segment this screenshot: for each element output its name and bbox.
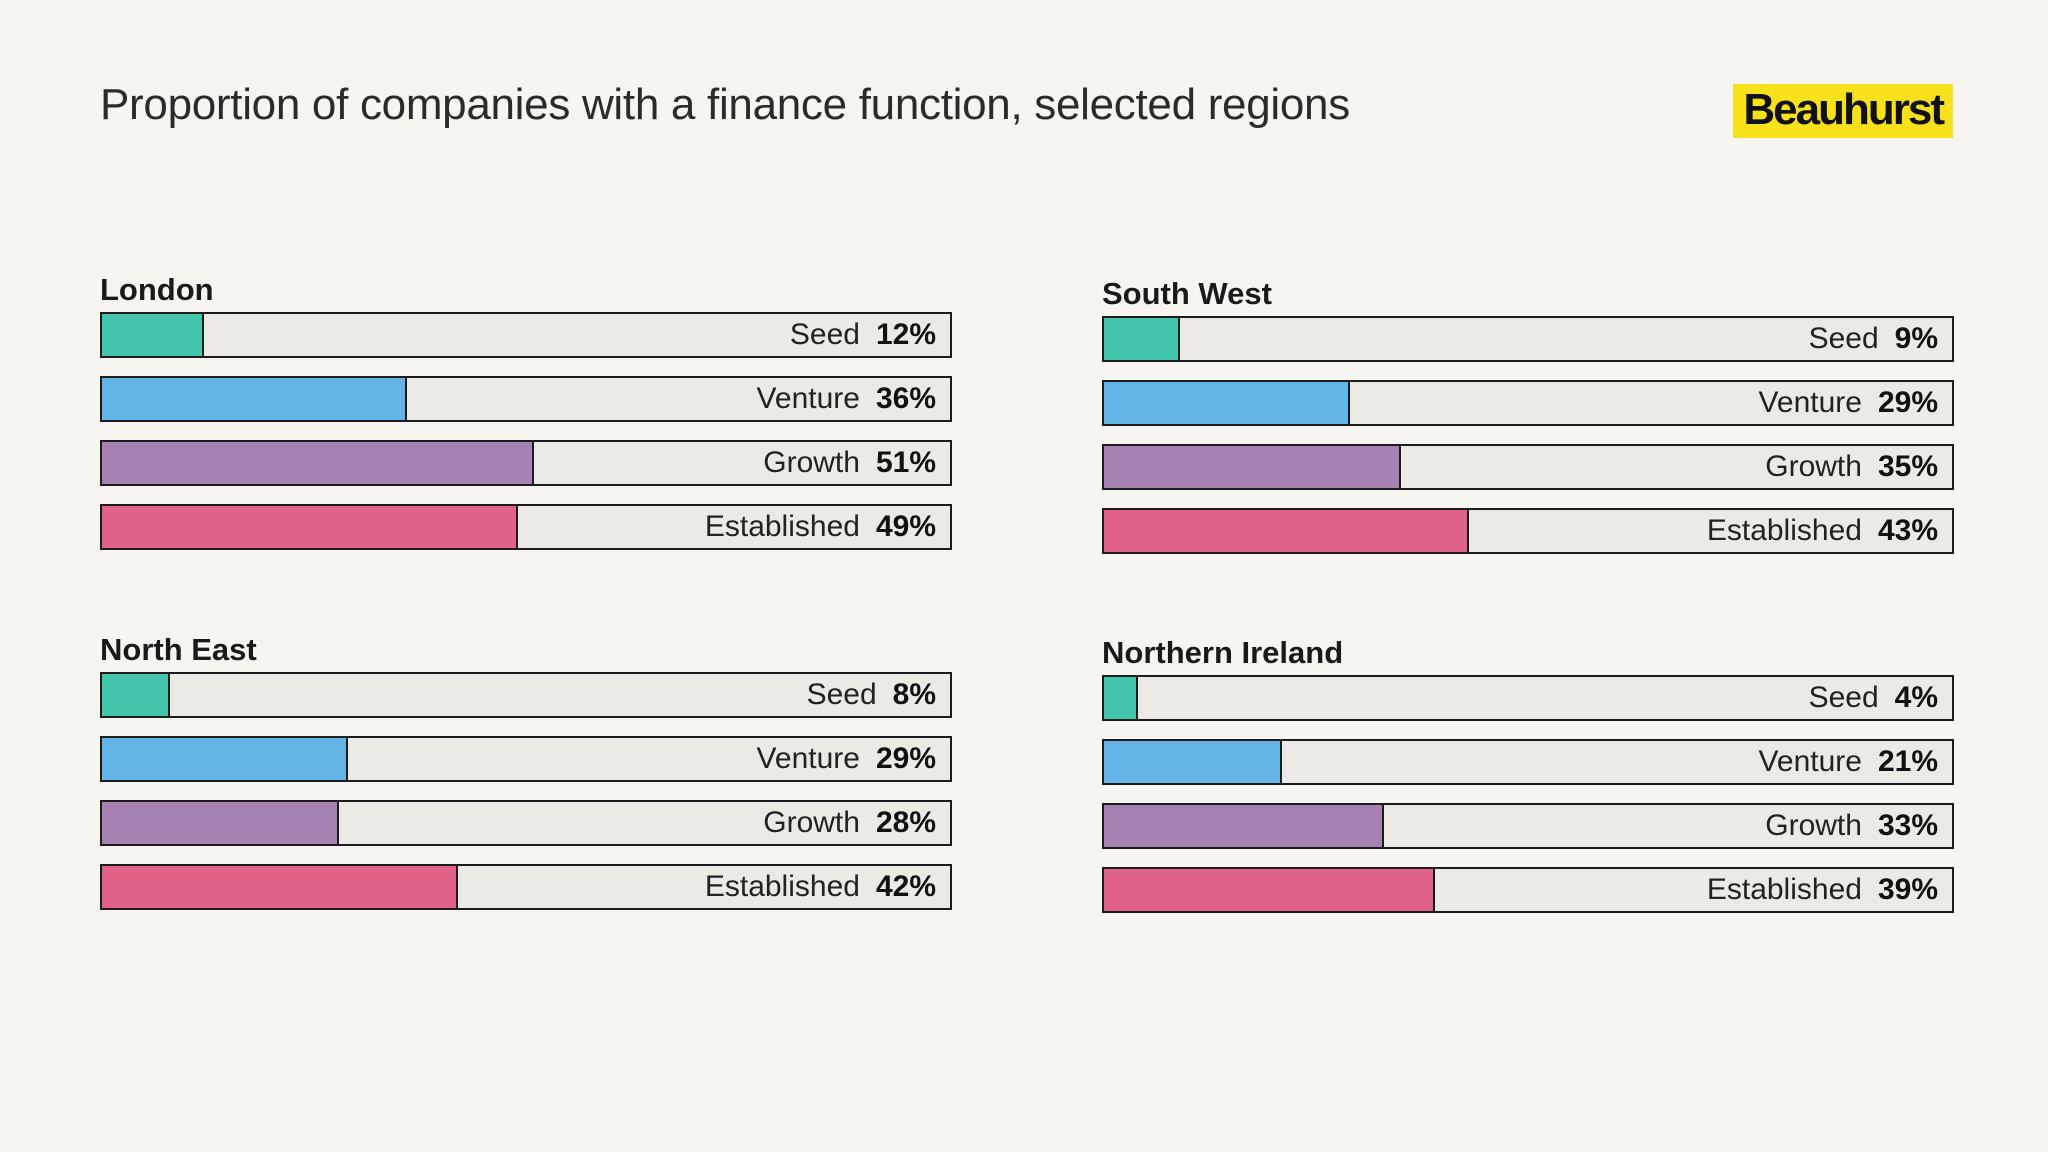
bar-value-growth: 28% bbox=[875, 806, 936, 839]
bar-established bbox=[1104, 869, 1435, 911]
bar-venture bbox=[102, 378, 408, 420]
bar-text-growth: Growth 28% bbox=[763, 802, 936, 844]
bar-seed bbox=[102, 314, 204, 356]
bar-track-established: Established 43% bbox=[1102, 508, 1954, 554]
bar-value-established: 39% bbox=[1877, 873, 1938, 906]
bar-text-growth: Growth 35% bbox=[1765, 446, 1938, 488]
panel-title-south-west: South West bbox=[1102, 276, 1272, 311]
bar-track-established: Established 42% bbox=[100, 864, 952, 910]
bar-text-seed: Seed 9% bbox=[1809, 318, 1938, 360]
panel-north-east: North East Seed 8% Venture 29% Growth 28% Esta… bbox=[100, 632, 952, 928]
bars-london: Seed 12% Venture 36% Growth 51% Established 49% bbox=[100, 312, 952, 550]
bar-track-seed: Seed 4% bbox=[1102, 675, 1954, 721]
bar-track-seed: Seed 12% bbox=[100, 312, 952, 358]
bar-label-venture: Venture bbox=[756, 382, 860, 415]
bar-track-venture: Venture 29% bbox=[1102, 380, 1954, 426]
bars-north-east: Seed 8% Venture 29% Growth 28% Established 42% bbox=[100, 672, 952, 910]
bar-value-venture: 36% bbox=[875, 382, 936, 415]
bar-text-venture: Venture 21% bbox=[1759, 741, 1938, 783]
beauhurst-logo: Beauhurst bbox=[1733, 84, 1953, 138]
bar-label-established: Established bbox=[704, 510, 860, 543]
bar-label-seed: Seed bbox=[789, 318, 860, 351]
panel-title-northern-ireland: Northern Ireland bbox=[1102, 635, 1344, 670]
bar-value-established: 42% bbox=[875, 870, 936, 903]
bar-value-venture: 29% bbox=[1877, 386, 1938, 419]
bar-track-seed: Seed 8% bbox=[100, 672, 952, 718]
bar-growth bbox=[102, 442, 535, 484]
bar-track-venture: Venture 21% bbox=[1102, 739, 1954, 785]
bar-label-growth: Growth bbox=[1765, 809, 1862, 842]
bars-northern-ireland: Seed 4% Venture 21% Growth 33% Established 39% bbox=[1102, 675, 1954, 913]
bar-value-growth: 33% bbox=[1877, 809, 1938, 842]
bar-label-established: Established bbox=[1706, 873, 1862, 906]
bar-track-growth: Growth 51% bbox=[100, 440, 952, 486]
bar-label-growth: Growth bbox=[763, 806, 860, 839]
bar-text-established: Established 43% bbox=[1707, 510, 1938, 552]
bar-label-seed: Seed bbox=[1808, 322, 1879, 355]
bars-south-west: Seed 9% Venture 29% Growth 35% Established 43% bbox=[1102, 316, 1954, 554]
bar-label-venture: Venture bbox=[1758, 745, 1862, 778]
bar-label-venture: Venture bbox=[1758, 386, 1862, 419]
bar-value-seed: 12% bbox=[875, 318, 936, 351]
panel-title-london: London bbox=[100, 272, 214, 307]
bar-label-growth: Growth bbox=[763, 446, 860, 479]
bar-value-established: 43% bbox=[1877, 514, 1938, 547]
bar-value-growth: 51% bbox=[875, 446, 936, 479]
bar-text-established: Established 39% bbox=[1707, 869, 1938, 911]
bar-label-seed: Seed bbox=[806, 678, 877, 711]
bar-track-venture: Venture 29% bbox=[100, 736, 952, 782]
bar-seed bbox=[102, 674, 170, 716]
bar-label-established: Established bbox=[704, 870, 860, 903]
bar-growth bbox=[1104, 446, 1401, 488]
bar-text-established: Established 49% bbox=[705, 506, 936, 548]
bar-track-established: Established 39% bbox=[1102, 867, 1954, 913]
bar-track-seed: Seed 9% bbox=[1102, 316, 1954, 362]
bar-growth bbox=[102, 802, 340, 844]
bar-label-seed: Seed bbox=[1808, 681, 1879, 714]
bar-venture bbox=[102, 738, 348, 780]
bar-seed bbox=[1104, 677, 1138, 719]
bar-value-seed: 8% bbox=[892, 678, 936, 711]
bar-established bbox=[102, 866, 459, 908]
bar-value-seed: 4% bbox=[1894, 681, 1938, 714]
bar-text-seed: Seed 8% bbox=[807, 674, 936, 716]
panel-northern-ireland: Northern Ireland Seed 4% Venture 21% Growth 3… bbox=[1102, 635, 1954, 931]
bar-value-established: 49% bbox=[875, 510, 936, 543]
bar-text-venture: Venture 29% bbox=[1759, 382, 1938, 424]
bar-value-growth: 35% bbox=[1877, 450, 1938, 483]
bar-track-growth: Growth 35% bbox=[1102, 444, 1954, 490]
bar-text-seed: Seed 12% bbox=[790, 314, 936, 356]
bar-text-established: Established 42% bbox=[705, 866, 936, 908]
bar-text-venture: Venture 29% bbox=[757, 738, 936, 780]
bar-value-venture: 21% bbox=[1877, 745, 1938, 778]
chart-title: Proportion of companies with a finance f… bbox=[100, 80, 1350, 129]
panel-title-north-east: North East bbox=[100, 632, 257, 667]
bar-text-seed: Seed 4% bbox=[1809, 677, 1938, 719]
bar-growth bbox=[1104, 805, 1384, 847]
bar-text-venture: Venture 36% bbox=[757, 378, 936, 420]
bar-label-established: Established bbox=[1706, 514, 1862, 547]
panel-london: London Seed 12% Venture 36% Growth 51% Establi… bbox=[100, 272, 952, 568]
bar-venture bbox=[1104, 741, 1283, 783]
bar-seed bbox=[1104, 318, 1181, 360]
bar-venture bbox=[1104, 382, 1350, 424]
panel-south-west: South West Seed 9% Venture 29% Growth 35% Esta… bbox=[1102, 276, 1954, 572]
bar-track-established: Established 49% bbox=[100, 504, 952, 550]
bar-text-growth: Growth 33% bbox=[1765, 805, 1938, 847]
bar-text-growth: Growth 51% bbox=[763, 442, 936, 484]
bar-track-growth: Growth 28% bbox=[100, 800, 952, 846]
bar-established bbox=[1104, 510, 1469, 552]
bar-value-venture: 29% bbox=[875, 742, 936, 775]
bar-label-growth: Growth bbox=[1765, 450, 1862, 483]
bar-value-seed: 9% bbox=[1894, 322, 1938, 355]
bar-established bbox=[102, 506, 518, 548]
bar-label-venture: Venture bbox=[756, 742, 860, 775]
bar-track-venture: Venture 36% bbox=[100, 376, 952, 422]
bar-track-growth: Growth 33% bbox=[1102, 803, 1954, 849]
